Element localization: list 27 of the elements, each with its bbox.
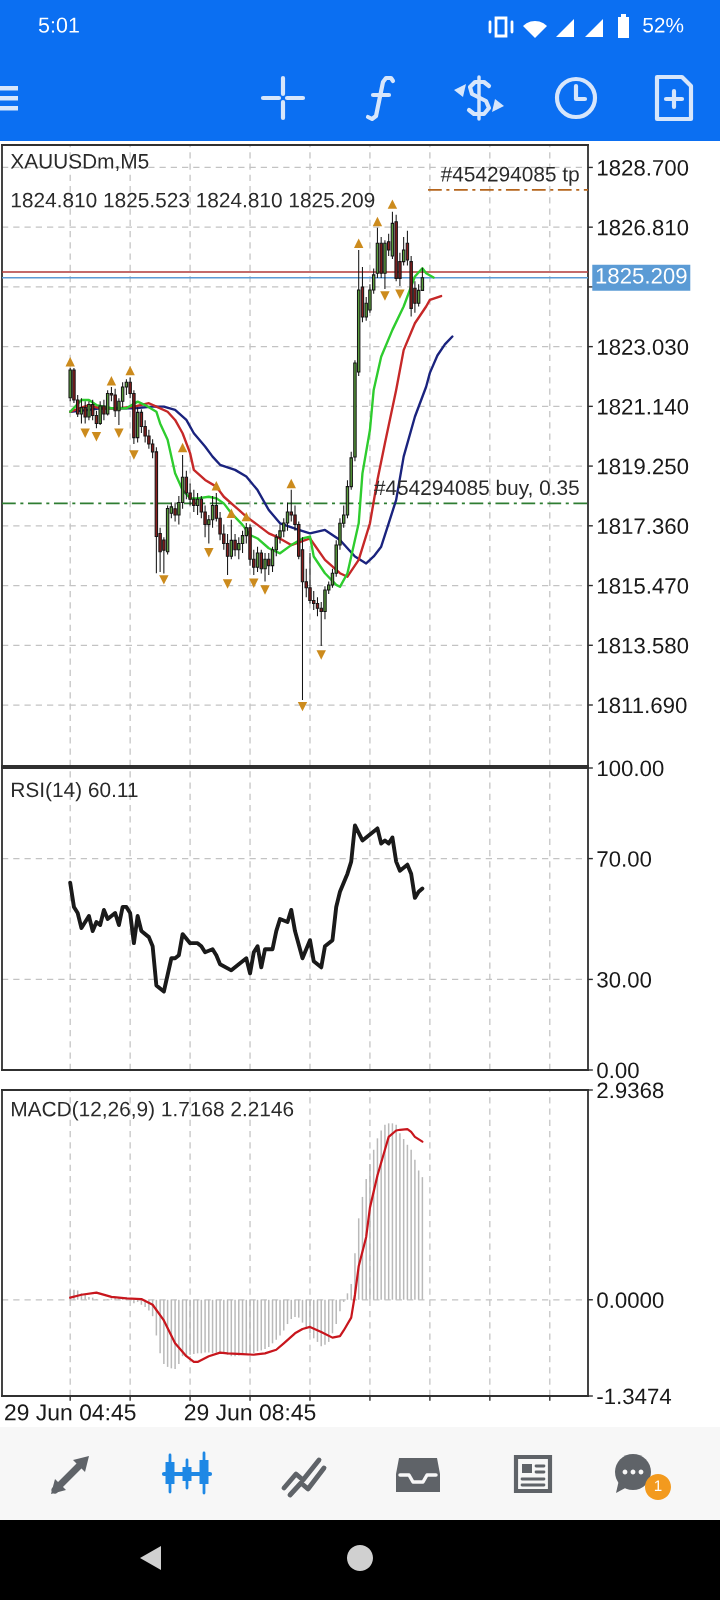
- y-tick-label: 1817.360: [598, 518, 689, 535]
- x-tick-label: 29 Jun 04:45: [5, 1404, 136, 1421]
- text: RSI(14) 60.11: [12, 781, 138, 802]
- y-tick-label: 1821.140: [598, 398, 689, 415]
- ref-line-label: 1825.209: [596, 267, 687, 284]
- y-tick-label: 0.0000: [597, 1292, 664, 1309]
- text: 1824.810 1825.523 1824.810 1825.209: [11, 192, 375, 208]
- y-tick-label: 70.00: [597, 851, 652, 867]
- y-tick-label: 1826.810: [598, 219, 689, 236]
- y-tick-label: 100.00: [598, 760, 664, 777]
- chart-title: MACD(12,26,9) 1.7168 2.2146: [12, 1101, 294, 1121]
- y-tick-label: 1811.690: [598, 697, 687, 714]
- y-tick-label: -1.3474: [597, 1388, 672, 1405]
- x-tick-label: 29 Jun 08:45: [184, 1404, 316, 1421]
- chart-title: XAUUSDm,M5: [10, 153, 149, 172]
- y-tick-label: 1813.580: [598, 637, 689, 654]
- y-tick-label: 1819.250: [598, 458, 689, 475]
- y-tick-label: 0.00: [597, 1062, 639, 1079]
- text: 52%: [643, 17, 684, 33]
- text: 5:01: [38, 17, 79, 33]
- y-tick-label: 1823.030: [598, 339, 689, 355]
- y-tick-label: 1815.470: [598, 578, 689, 594]
- text: 1: [654, 1480, 662, 1491]
- y-tick-label: 2.9368: [597, 1082, 664, 1099]
- y-tick-label: 30.00: [597, 971, 652, 988]
- ref-line-label: #454294085 tp: [440, 166, 579, 186]
- y-tick-label: 1828.700: [598, 159, 689, 176]
